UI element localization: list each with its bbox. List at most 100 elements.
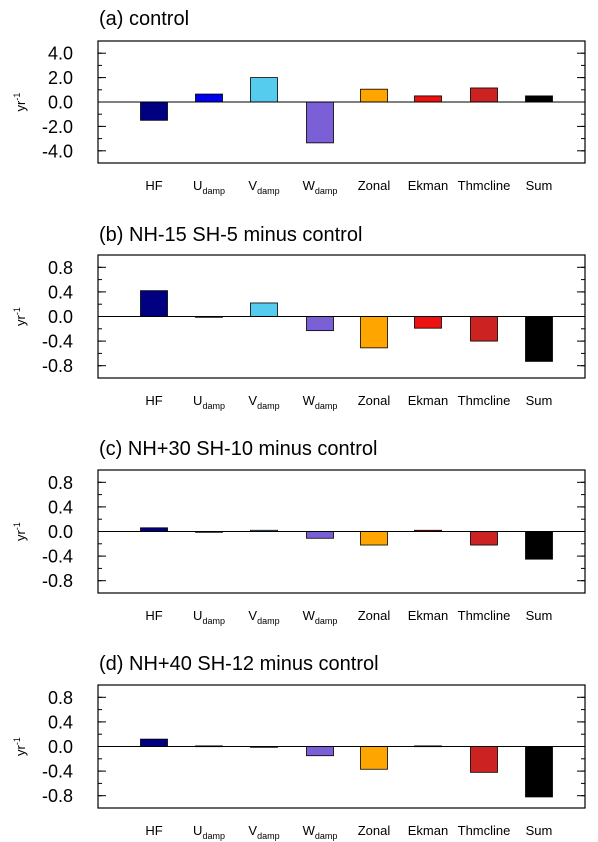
- x-tick-label-sub: damp: [257, 186, 280, 196]
- chart-title: (c) NH+30 SH-10 minus control: [99, 438, 377, 460]
- x-tick-label-main: Zonal: [358, 608, 391, 623]
- y-tick-label: -0.8: [42, 786, 73, 806]
- x-tick-label: Zonal: [358, 393, 391, 408]
- x-tick-label: Zonal: [358, 823, 391, 838]
- x-tick-label-main: HF: [145, 393, 162, 408]
- y-axis-label-base: yr: [13, 100, 28, 112]
- x-tick-label: Zonal: [358, 178, 391, 193]
- x-tick-label: HF: [145, 823, 162, 838]
- x-tick-label-main: Thmcline: [458, 178, 511, 193]
- y-tick-label: 0.0: [48, 93, 73, 113]
- bar-wdamp: [306, 531, 334, 539]
- bar-zonal: [360, 746, 388, 770]
- y-axis-label: yr-1: [12, 737, 28, 756]
- bar-hf: [140, 290, 168, 317]
- y-tick-label: 0.0: [48, 737, 73, 757]
- x-tick-label-main: HF: [145, 823, 162, 838]
- x-tick-label: HF: [145, 178, 162, 193]
- x-tick-label-main: W: [303, 608, 316, 623]
- y-axis-label-sup: -1: [12, 737, 22, 745]
- x-tick-label: Thmcline: [458, 608, 511, 623]
- y-tick-label: -0.8: [42, 356, 73, 376]
- y-axis-label-sup: -1: [12, 307, 22, 315]
- x-tick-label-main: Thmcline: [458, 608, 511, 623]
- chart-title: (b) NH-15 SH-5 minus control: [99, 224, 362, 246]
- x-tick-label: Udamp: [193, 608, 225, 626]
- x-tick-label-main: Ekman: [408, 823, 448, 838]
- x-tick-label-main: V: [248, 178, 257, 193]
- x-tick-label-main: U: [193, 823, 202, 838]
- bar-sum: [525, 531, 553, 560]
- x-tick-label: Thmcline: [458, 393, 511, 408]
- y-axis-label: yr-1: [12, 93, 28, 112]
- x-tick-label-main: Thmcline: [458, 823, 511, 838]
- x-tick-label: Zonal: [358, 608, 391, 623]
- y-axis-label-sup: -1: [12, 522, 22, 530]
- y-tick-label: -0.4: [42, 332, 73, 352]
- x-tick-label-sub: damp: [202, 186, 225, 196]
- x-tick-label-sub: damp: [202, 401, 225, 411]
- x-tick-label: Vdamp: [248, 823, 279, 841]
- bar-vdamp: [250, 302, 278, 317]
- bar-sum: [525, 95, 553, 103]
- x-tick-label: Wdamp: [303, 823, 338, 841]
- y-axis-label-base: yr: [13, 529, 28, 541]
- y-axis-label-base: yr: [13, 314, 28, 326]
- x-tick-label-main: Ekman: [408, 178, 448, 193]
- x-tick-label-main: U: [193, 608, 202, 623]
- x-tick-label-sub: damp: [315, 186, 338, 196]
- y-tick-label: -4.0: [42, 141, 73, 161]
- x-tick-label: Udamp: [193, 393, 225, 411]
- y-axis-label-base: yr: [13, 744, 28, 756]
- x-tick-label-main: Zonal: [358, 178, 391, 193]
- bar-thmcline: [470, 531, 498, 546]
- y-tick-label: -2.0: [42, 117, 73, 137]
- y-tick-label: 0.8: [48, 258, 73, 278]
- x-tick-label-main: Ekman: [408, 393, 448, 408]
- panel-nh30-sh10: (c) NH+30 SH-10 minus control 0.8 0.4 0.0 -0…: [12, 438, 586, 626]
- bar-vdamp: [250, 77, 278, 103]
- x-tick-label: Sum: [526, 178, 553, 193]
- x-tick-label: Ekman: [408, 608, 448, 623]
- y-tick-label: -0.8: [42, 571, 73, 591]
- x-tick-label: Wdamp: [303, 178, 338, 196]
- x-tick-label-main: HF: [145, 608, 162, 623]
- y-axis-label: yr-1: [12, 522, 28, 541]
- x-tick-label-main: Sum: [526, 178, 553, 193]
- x-tick-label: Sum: [526, 393, 553, 408]
- x-tick-label: Vdamp: [248, 393, 279, 411]
- x-tick-label-main: V: [248, 608, 257, 623]
- panel-nh15-sh5: (b) NH-15 SH-5 minus control 0.8 0.4 0.0 -0.…: [12, 224, 586, 411]
- bar-hf: [140, 738, 168, 747]
- y-tick-label: 0.4: [48, 712, 73, 732]
- x-tick-label-sub: damp: [257, 401, 280, 411]
- x-tick-label-sub: damp: [257, 616, 280, 626]
- y-tick-label: 0.4: [48, 282, 73, 302]
- x-tick-label-main: Ekman: [408, 608, 448, 623]
- y-tick-label: 0.8: [48, 473, 73, 493]
- x-tick-label-sub: damp: [202, 616, 225, 626]
- bar-thmcline: [470, 316, 498, 342]
- x-tick-label: Sum: [526, 608, 553, 623]
- y-tick-label: 0.0: [48, 522, 73, 542]
- x-tick-label-main: Sum: [526, 608, 553, 623]
- x-tick-label-main: HF: [145, 178, 162, 193]
- x-tick-label: Wdamp: [303, 608, 338, 626]
- x-tick-label-main: Thmcline: [458, 393, 511, 408]
- x-tick-label-main: U: [193, 393, 202, 408]
- x-tick-label: Ekman: [408, 178, 448, 193]
- y-tick-label: 0.0: [48, 307, 73, 327]
- x-tick-label-sub: damp: [202, 831, 225, 841]
- x-tick-label: Ekman: [408, 823, 448, 838]
- y-tick-label: 0.4: [48, 497, 73, 517]
- bar-thmcline: [470, 746, 498, 773]
- y-tick-label: -0.4: [42, 547, 73, 567]
- x-tick-label: Udamp: [193, 823, 225, 841]
- bar-wdamp: [306, 746, 334, 757]
- x-tick-label: Thmcline: [458, 178, 511, 193]
- bar-hf: [140, 101, 168, 121]
- bar-sum: [525, 316, 553, 362]
- x-tick-label-main: V: [248, 393, 257, 408]
- x-tick-label-main: Zonal: [358, 823, 391, 838]
- bar-zonal: [360, 531, 388, 546]
